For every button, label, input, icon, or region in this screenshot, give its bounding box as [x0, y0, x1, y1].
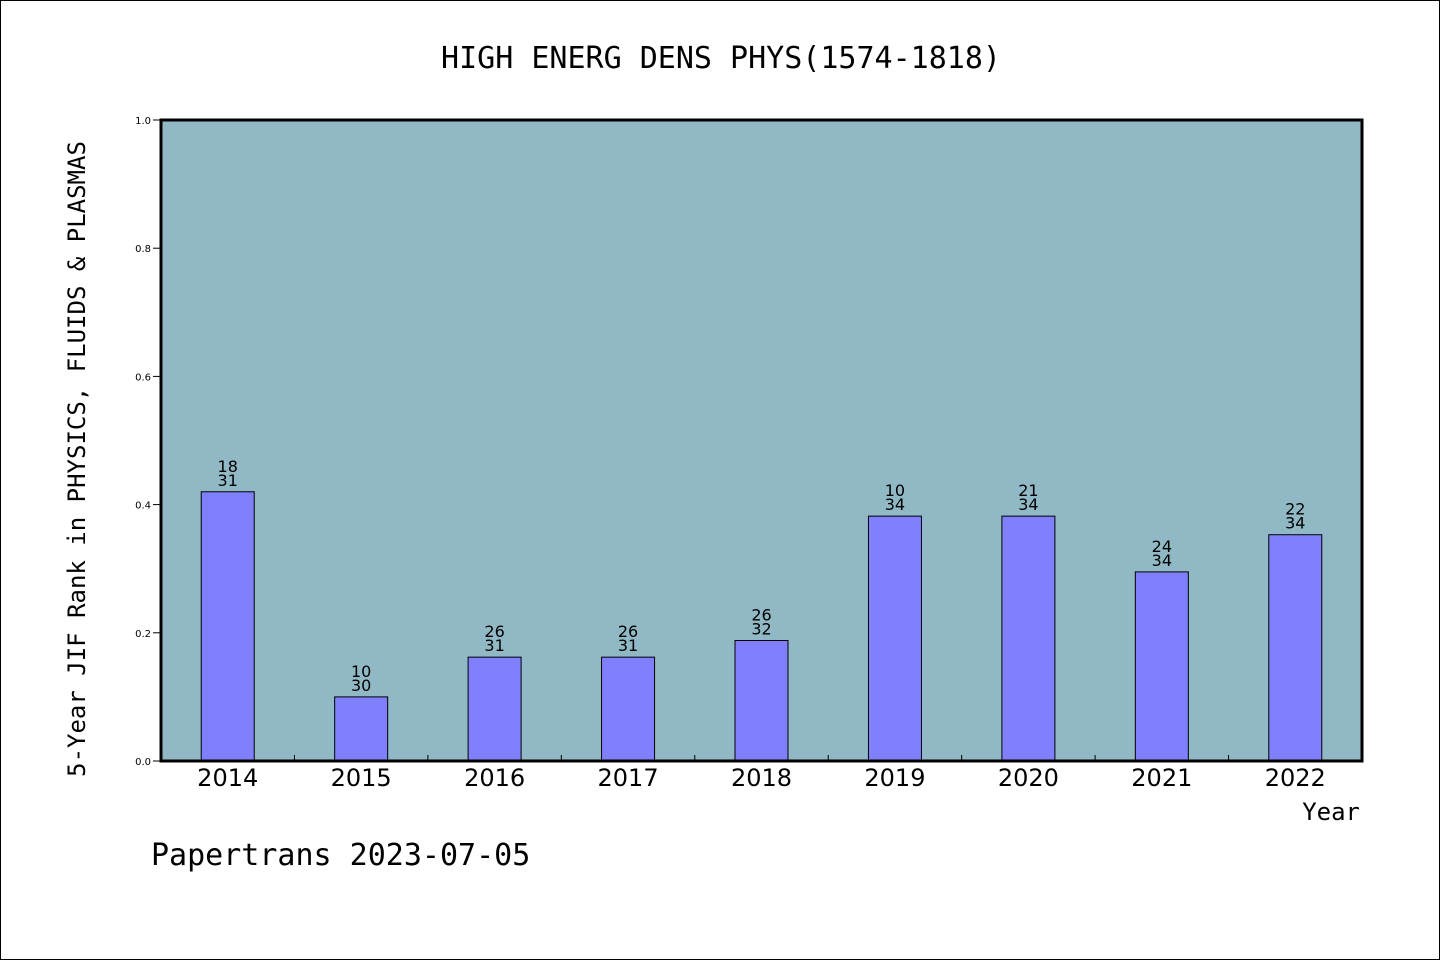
x-tick-label-2014: 2014 [197, 764, 258, 792]
bar-label-total-2022: 34 [1285, 514, 1305, 533]
x-axis: 2014 2015 2016 2017 2018 2019 2020 2021 2022 [197, 755, 1326, 792]
bars-layer [200, 491, 1323, 762]
x-tick-label-2020: 2020 [998, 764, 1059, 792]
bar-label-total-2018: 32 [751, 619, 771, 638]
x-tick-label-2022: 2022 [1265, 764, 1326, 792]
bar-label-total-2020: 34 [1018, 495, 1038, 514]
bar-2020 [1001, 515, 1056, 762]
bar-label-total-2017: 31 [618, 636, 638, 655]
y-tick-label: 0.8 [135, 244, 151, 255]
bar-label-rank-2017: 26 [618, 622, 638, 641]
bar-2018 [734, 639, 789, 762]
x-axis-label: Year [1302, 798, 1360, 826]
bar-2015 [334, 696, 389, 762]
bar-label-rank-2016: 26 [484, 622, 504, 641]
bar-label-total-2019: 34 [885, 495, 905, 514]
y-tick-label: 1.0 [135, 116, 151, 127]
x-tick-label-2018: 2018 [731, 764, 792, 792]
x-tick-label-2021: 2021 [1131, 764, 1192, 792]
bar-label-rank-2018: 26 [751, 605, 771, 624]
bar-2021 [1134, 571, 1189, 762]
chart-title: HIGH ENERG DENS PHYS(1574-1818) [441, 41, 1001, 76]
x-tick-label-2016: 2016 [464, 764, 525, 792]
y-axis: 0.0 0.2 0.4 0.6 0.8 1.0 [135, 116, 161, 768]
plot-frame [159, 118, 1364, 763]
bar-label-total-2016: 31 [484, 636, 504, 655]
x-tick-label-2017: 2017 [598, 764, 659, 792]
y-tick-label: 0.0 [135, 757, 151, 768]
footer-credit: Papertrans 2023-07-05 [151, 838, 530, 873]
bar-2016 [467, 656, 522, 762]
bar-label-total-2021: 34 [1152, 551, 1172, 570]
y-tick-label: 0.4 [135, 501, 151, 512]
bar-label-rank-2019: 10 [885, 481, 905, 500]
bar-2014 [200, 491, 255, 762]
bar-label-rank-2022: 22 [1285, 500, 1305, 519]
bar-2019 [867, 515, 922, 762]
bar-label-total-2015: 30 [351, 676, 371, 695]
bar-label-rank-2015: 10 [351, 662, 371, 681]
x-tick-label-2019: 2019 [864, 764, 925, 792]
bar-2017 [601, 656, 656, 762]
y-tick-label: 0.2 [135, 629, 151, 640]
x-tick-label-2015: 2015 [331, 764, 392, 792]
y-axis-label: 5-Year JIF Rank in PHYSICS, FLUIDS & PLA… [63, 141, 91, 777]
bar-2022 [1268, 534, 1323, 762]
bar-label-total-2014: 31 [218, 471, 238, 490]
bar-label-rank-2021: 24 [1152, 537, 1172, 556]
y-tick-label: 0.6 [135, 372, 151, 383]
bar-label-rank-2020: 21 [1018, 481, 1038, 500]
bar-label-rank-2014: 18 [218, 457, 238, 476]
